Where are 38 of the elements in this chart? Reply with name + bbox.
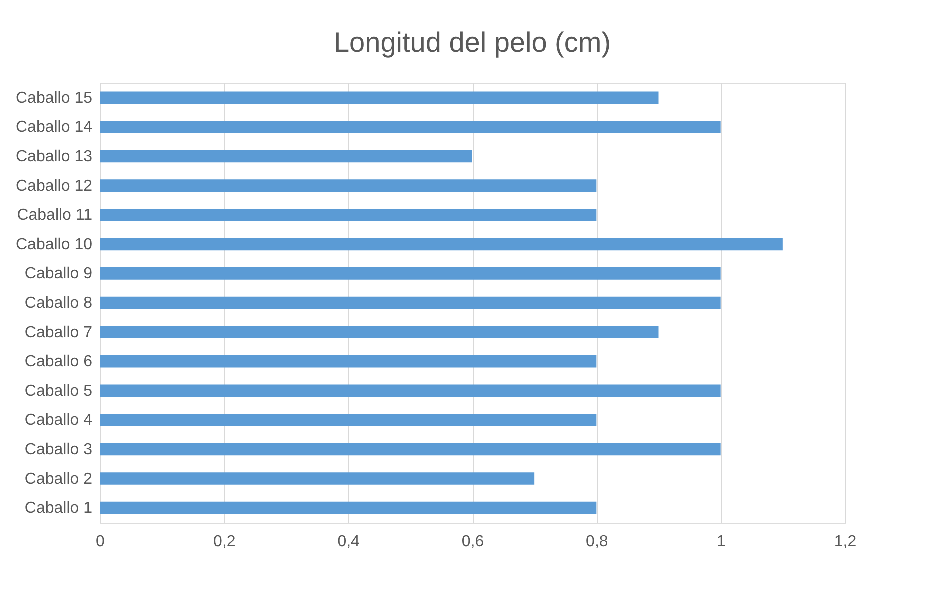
y-tick-label: Caballo 6 (24, 354, 93, 371)
chart-title: Longitud del pelo (cm) (334, 27, 612, 58)
y-tick-label: Caballo 15 (16, 90, 93, 107)
bar (100, 268, 721, 280)
bar (100, 502, 597, 514)
x-tick-label: 0,8 (586, 534, 608, 550)
bar (100, 296, 721, 310)
bar (100, 414, 597, 426)
bar (100, 238, 783, 251)
bar (100, 355, 597, 368)
y-tick-label: Caballo 11 (17, 207, 93, 224)
y-tick-label: Caballo 13 (16, 148, 93, 166)
x-tick-label: 0,4 (338, 534, 360, 550)
bar (100, 150, 472, 163)
x-tick-label: 1 (716, 534, 726, 550)
y-tick-label: Caballo 10 (16, 236, 93, 254)
bar (100, 92, 659, 104)
y-tick-label: Caballo 2 (24, 470, 93, 488)
bar (100, 443, 721, 456)
bar (100, 208, 597, 222)
bar (100, 384, 721, 398)
x-tick-label: 0,6 (462, 534, 484, 550)
x-tick-label: 0,2 (214, 534, 236, 550)
y-tick-label: Caballo 5 (24, 382, 93, 400)
y-tick-label: Caballo 4 (24, 412, 93, 430)
x-tick-label: 0 (96, 534, 106, 550)
y-tick-label: Caballo 7 (24, 324, 93, 342)
bar (100, 326, 659, 338)
bar (100, 472, 535, 485)
y-tick-label: Caballo 9 (24, 266, 93, 283)
x-tick-label: 1,2 (834, 534, 857, 550)
y-tick-label: Caballo 8 (24, 295, 93, 312)
bar (100, 121, 721, 134)
y-tick-label: Caballo 1 (24, 500, 93, 518)
y-tick-label: Caballo 14 (16, 119, 93, 136)
bar (100, 180, 597, 192)
y-tick-label: Caballo 12 (16, 178, 93, 195)
y-tick-label: Caballo 3 (24, 441, 93, 458)
